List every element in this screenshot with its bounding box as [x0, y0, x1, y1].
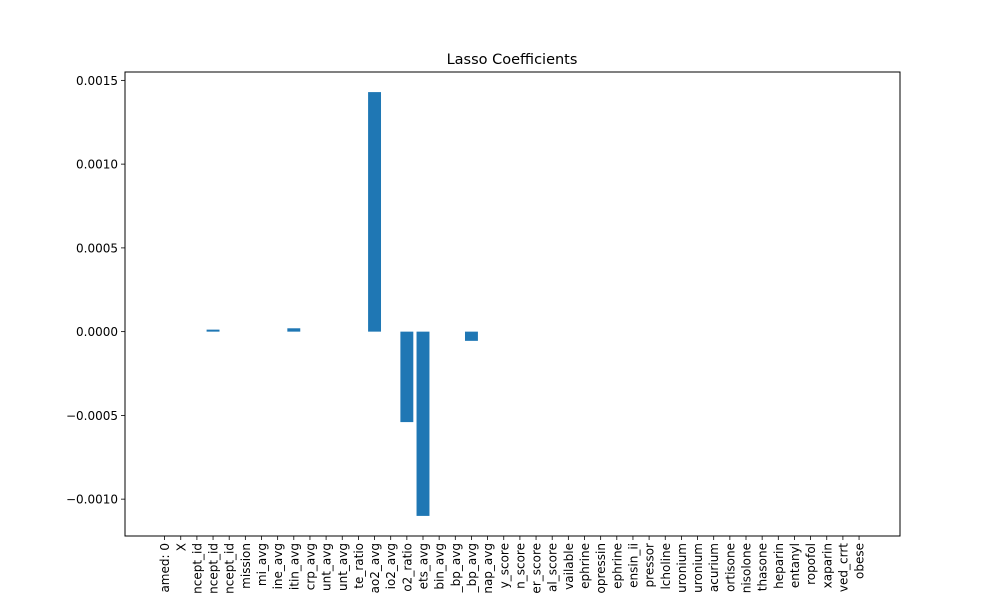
x-tick-label-38: heparin	[772, 543, 786, 589]
x-tick-label-3: ncept_id	[207, 543, 221, 594]
x-tick-label-41: xaparin	[820, 543, 834, 588]
x-tick-label-24: al_score	[546, 543, 560, 592]
x-tick-label-23: er_score	[530, 543, 544, 594]
x-tick-label-4: ncept_id	[223, 543, 237, 594]
x-tick-label-8: itin_avg	[287, 543, 301, 590]
x-tick-label-43: obese	[853, 543, 867, 579]
x-tick-label-16: ets_avg	[417, 543, 431, 589]
bar-13	[368, 92, 382, 332]
x-tick-label-39: entanyl	[788, 543, 802, 588]
x-tick-label-36: nisolone	[740, 543, 754, 593]
x-tick-label-30: pressor	[643, 543, 657, 588]
x-tick-label-13: ao2_avg	[368, 543, 382, 593]
x-tick-label-33: uronium	[691, 543, 705, 593]
x-tick-label-18: _bp_avg	[449, 543, 463, 593]
y-tick-label-0: −0.0010	[66, 493, 118, 507]
x-tick-label-9: crp_avg	[303, 543, 317, 590]
y-tick-label-2: 0.0000	[76, 325, 118, 339]
x-tick-label-40: ropofol	[804, 543, 818, 585]
x-tick-label-20: nap_avg	[481, 543, 495, 594]
x-tick-label-15: o2_ratio	[400, 543, 414, 592]
x-tick-label-21: y_score	[497, 543, 511, 588]
bar-19	[464, 331, 478, 341]
x-tick-label-10: unt_avg	[320, 543, 334, 591]
x-tick-label-1: X	[174, 543, 188, 551]
x-tick-label-32: uronium	[675, 543, 689, 593]
x-tick-label-6: mi_avg	[255, 543, 269, 586]
x-tick-label-34: acurium	[707, 543, 721, 592]
y-tick-label-4: 0.0010	[76, 158, 118, 172]
x-tick-label-11: unt_avg	[336, 543, 350, 591]
x-tick-label-22: n_score	[513, 543, 527, 589]
x-tick-label-29: ensin_ii	[626, 543, 640, 588]
x-tick-label-31: lcholine	[659, 543, 673, 590]
x-tick-label-0: amed: 0	[158, 543, 172, 593]
y-axis: −0.0010 −0.0005 0.0000 0.0005 0.0010 0.0015	[66, 74, 125, 507]
x-tick-label-2: ncept_id	[190, 543, 204, 594]
x-tick-label-37: thasone	[756, 543, 770, 591]
x-tick-label-26: ephrine	[578, 543, 592, 589]
x-tick-label-19: _bp_avg	[465, 543, 479, 593]
bar-15	[400, 331, 414, 423]
x-tick-label-28: ephrine	[610, 543, 624, 589]
x-tick-label-35: ortisone	[723, 543, 737, 592]
chart-title: Lasso Coefficients	[447, 52, 578, 68]
bars-group	[206, 92, 478, 516]
y-tick-label-5: 0.0015	[76, 74, 118, 88]
bar-16	[416, 331, 430, 516]
x-tick-label-14: io2_avg	[384, 543, 398, 589]
bar-8	[287, 328, 301, 332]
bar-3	[206, 329, 220, 332]
x-tick-label-5: mission	[239, 543, 253, 589]
y-tick-label-1: −0.0005	[66, 409, 118, 423]
plot-frame	[124, 71, 901, 537]
x-tick-label-17: bin_avg	[433, 543, 447, 590]
x-tick-label-12: te_ratio	[352, 543, 366, 589]
x-tick-label-42: ved_crrt	[836, 543, 850, 592]
y-tick-label-3: 0.0005	[76, 241, 118, 255]
x-tick-label-7: ine_avg	[271, 543, 285, 589]
x-tick-label-27: opressin	[594, 543, 608, 593]
x-tick-label-25: vailable	[562, 543, 576, 590]
